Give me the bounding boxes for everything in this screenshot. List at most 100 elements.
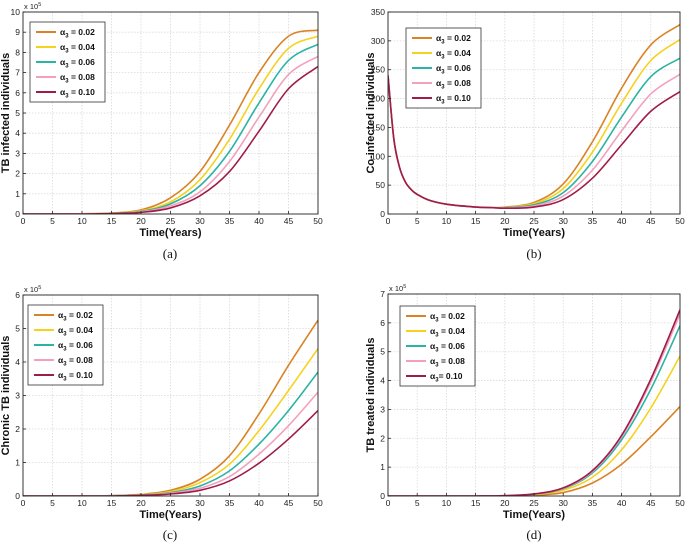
x-tick-label: 0 [386,216,391,226]
series-line-0-10 [23,65,318,214]
panel-caption: (d) [526,527,541,542]
y-axis-label: TB infected individuals [0,53,12,173]
legend-label: α3 = 0.02 [58,310,93,323]
x-tick-label: 15 [107,498,117,508]
x-tick-label: 10 [442,498,452,508]
y-tick-label: 0 [15,209,20,219]
legend-label: α3 = 0.04 [436,48,471,61]
legend-label: α3 = 0.10 [58,370,93,383]
series-line-0-10 [23,409,318,496]
legend-label: α3 = 0.10 [60,87,95,100]
y-tick-label: 3 [15,391,20,401]
legend: α3 = 0.02 α3 = 0.04 α3 = 0.06 α3 = 0.08 α3= … [399,305,476,387]
legend-label: α3 = 0.08 [58,355,93,368]
y-tick-label: 2 [380,433,385,443]
panel-caption: (b) [526,246,541,261]
y-tick-label: 4 [380,376,385,386]
y-axis-label: TB treated individuals [365,338,377,453]
legend-label: α3 = 0.06 [60,57,95,70]
x-axis-label: Time(Years) [139,227,202,239]
legend-label: α3 = 0.02 [60,27,95,40]
y-tick-label: 6 [380,318,385,328]
legend-label: α3 = 0.08 [60,72,95,85]
x-tick-label: 25 [166,498,176,508]
y-axis-label: Co-infected individuals [365,52,377,173]
y-tick-label: 150 [371,122,385,132]
x-tick-label: 30 [195,498,205,508]
panel-caption: (a) [163,246,177,261]
y-tick-label: 6 [15,290,20,300]
y-tick-label: 50 [376,180,386,190]
y-tick-label: 1 [15,189,20,199]
x-tick-label: 45 [284,498,294,508]
x-tick-label: 40 [254,216,264,226]
x-tick-label: 30 [558,216,568,226]
legend: α3 = 0.02 α3 = 0.04 α3 = 0.06 α3 = 0.08 α3 =… [27,304,104,386]
x-tick-label: 20 [500,498,510,508]
y-tick-label: 5 [380,347,385,357]
legend: α3 = 0.02 α3 = 0.04 α3 = 0.06 α3 = 0.08 α3 =… [405,27,482,109]
x-tick-label: 10 [77,216,87,226]
x-tick-label: 10 [442,216,452,226]
x-tick-label: 25 [166,216,176,226]
y-tick-label: 3 [380,404,385,414]
x-tick-label: 30 [558,498,568,508]
x-tick-label: 40 [254,498,264,508]
series-line-0-08 [23,391,318,496]
y-tick-label: 3 [15,148,20,158]
panel-caption: (c) [163,527,177,542]
x-tick-label: 40 [617,498,627,508]
x-tick-label: 15 [107,216,117,226]
x-tick-label: 25 [529,498,539,508]
legend-label: α3 = 0.02 [436,33,471,46]
legend-label: α3 = 0.08 [436,78,471,91]
x-tick-label: 5 [415,498,420,508]
y-tick-label: 5 [15,324,20,334]
x-tick-label: 35 [588,498,598,508]
x-tick-label: 5 [50,498,55,508]
y-tick-label: 1 [15,458,20,468]
x-tick-label: 15 [471,216,481,226]
x-tick-label: 20 [136,498,146,508]
x-axis-label: Time(Years) [503,227,566,239]
y-tick-label: 5 [15,108,20,118]
chart-panel-b: 0 5 10 15 20 25 30 35 40 45 50 0 50 100 150 200 250 300 35… [365,7,685,261]
y-tick-label: 6 [15,88,20,98]
y-tick-label: 10 [11,7,21,17]
y-tick-label: 7 [15,68,20,78]
y-tick-label: 100 [371,151,385,161]
legend-label: α3 = 0.04 [430,326,465,339]
x-tick-label: 50 [313,216,323,226]
x-tick-label: 0 [21,216,26,226]
y-tick-label: 350 [371,7,385,17]
x-tick-label: 5 [415,216,420,226]
y-tick-label: 1 [380,462,385,472]
x-axis-label: Time(Years) [139,509,202,521]
x-tick-label: 35 [225,216,235,226]
y-tick-label: 4 [15,357,20,367]
legend-label: α3 = 0.06 [430,341,465,354]
y-tick-label: 200 [371,94,385,104]
x-tick-label: 50 [675,498,685,508]
y-tick-label: 250 [371,65,385,75]
series-line-0-10 [388,75,680,210]
legend-label: α3 = 0.02 [430,311,465,324]
y-tick-label: 0 [15,491,20,501]
x-tick-label: 20 [136,216,146,226]
x-tick-label: 10 [77,498,87,508]
y-tick-label: 2 [15,424,20,434]
x-axis-label: Time(Years) [503,509,566,521]
x-tick-label: 35 [225,498,235,508]
legend-label: α3 = 0.06 [58,340,93,353]
x-tick-label: 50 [313,498,323,508]
x-tick-label: 30 [195,216,205,226]
x-tick-label: 40 [617,216,627,226]
y-tick-label: 0 [380,491,385,501]
x-tick-label: 45 [646,216,656,226]
legend: α3 = 0.02 α3 = 0.04 α3 = 0.06 α3 = 0.08 α3 =… [29,21,106,103]
series-line-0-04 [23,348,318,496]
y-tick-label: 4 [15,128,20,138]
